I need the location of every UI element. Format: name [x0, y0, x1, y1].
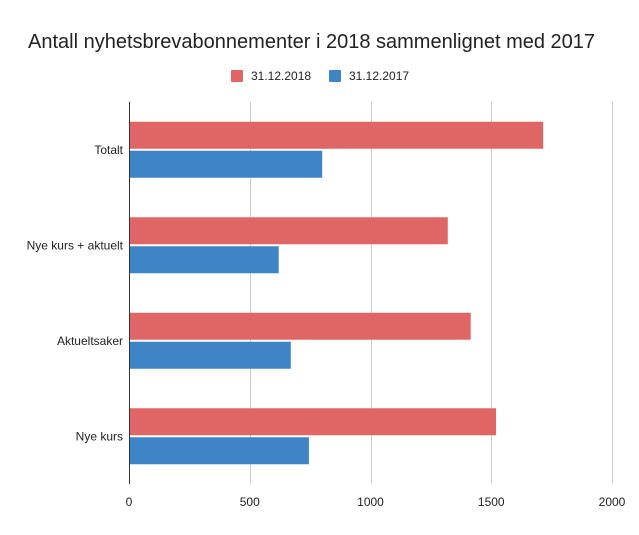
bar-2018 — [129, 121, 544, 149]
y-axis-categories: Totalt Nye kurs + aktuelt Aktueltsaker Nye … — [27, 143, 124, 444]
legend-swatch-2017 — [329, 70, 341, 82]
category-label: Nye kurs + aktuelt — [27, 238, 124, 252]
legend-label-2018: 31.12.2018 — [251, 69, 311, 83]
bar-2018 — [129, 217, 448, 245]
bar-2017 — [129, 437, 309, 465]
x-tick-label: 1000 — [357, 495, 384, 509]
x-axis-ticks: 0 500 1000 1500 2000 — [126, 495, 626, 509]
legend: 31.12.2018 31.12.2017 — [231, 69, 409, 83]
x-tick-label: 0 — [126, 495, 133, 509]
bars — [129, 121, 544, 465]
legend-swatch-2018 — [231, 70, 243, 82]
bar-2017 — [129, 246, 279, 274]
bar-2017 — [129, 150, 323, 178]
category-label: Totalt — [94, 143, 123, 157]
x-tick-label: 2000 — [599, 495, 626, 509]
bar-2018 — [129, 408, 497, 436]
category-label: Nye kurs — [76, 429, 123, 443]
legend-label-2017: 31.12.2017 — [349, 69, 409, 83]
chart-title: Antall nyhetsbrevabonnementer i 2018 sam… — [28, 31, 595, 53]
bar-2017 — [129, 341, 291, 369]
bar-2018 — [129, 312, 471, 340]
x-tick-label: 1500 — [478, 495, 505, 509]
x-tick-label: 500 — [240, 495, 260, 509]
category-label: Aktueltsaker — [57, 334, 123, 348]
